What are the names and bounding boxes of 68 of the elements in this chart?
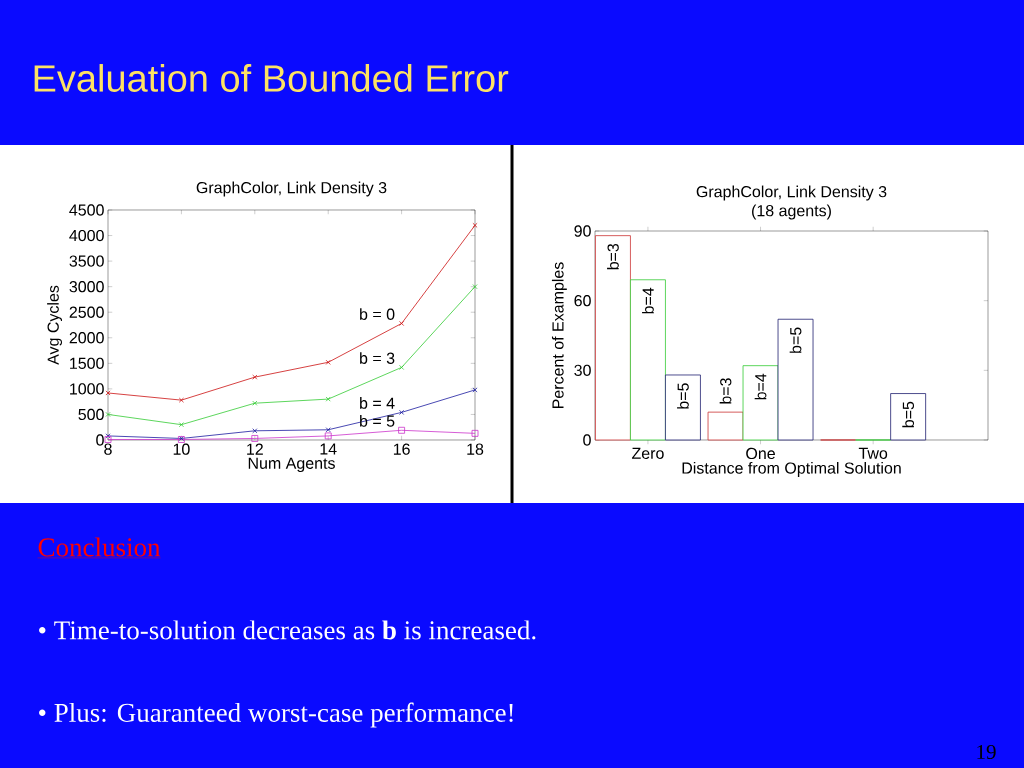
text: 19 bbox=[977, 744, 996, 760]
text: Conclusion bbox=[38, 537, 161, 557]
point bbox=[105, 411, 111, 417]
y-tick-label: 0 bbox=[583, 434, 591, 446]
series-label: b=5 bbox=[677, 383, 689, 409]
x-tick-label: 8 bbox=[104, 443, 112, 455]
y-tick-label: 3500 bbox=[69, 255, 104, 267]
y-tick-label: 3000 bbox=[69, 281, 104, 293]
point bbox=[251, 435, 259, 442]
point bbox=[104, 436, 112, 443]
y-tick-label: 0 bbox=[96, 434, 104, 446]
x-tick-label: 10 bbox=[173, 443, 190, 455]
point bbox=[399, 409, 405, 415]
series-label: b = 0 bbox=[360, 308, 395, 320]
point bbox=[471, 429, 479, 437]
chart-subtitle: (18 agents) bbox=[752, 204, 831, 220]
point bbox=[472, 222, 478, 228]
point bbox=[399, 364, 405, 370]
y-axis-title: Avg Cycles bbox=[47, 285, 63, 365]
point bbox=[324, 432, 332, 440]
point bbox=[178, 422, 184, 428]
y-axis-title: Percent of Examples bbox=[551, 262, 567, 408]
y-tick-label: 60 bbox=[574, 295, 591, 307]
x-tick-label: 14 bbox=[320, 443, 337, 455]
point bbox=[252, 374, 258, 380]
text: b=3 bbox=[719, 378, 732, 404]
point bbox=[399, 320, 405, 326]
series-label: b=4 bbox=[642, 287, 654, 314]
y-tick-label: 1000 bbox=[70, 383, 104, 395]
point bbox=[472, 284, 478, 290]
series-label: b = 4 bbox=[360, 397, 395, 409]
y-tick-label: 4500 bbox=[69, 204, 104, 216]
y-tick-label: 2000 bbox=[69, 332, 104, 344]
y-tick-label: 4000 bbox=[69, 229, 104, 242]
x-axis-title: Num Agents bbox=[248, 457, 335, 473]
chart-title: GraphColor, Link Density 3 bbox=[196, 181, 387, 197]
x-tick-label: Two bbox=[858, 447, 888, 459]
text: b=4 bbox=[754, 373, 767, 400]
point bbox=[325, 359, 331, 365]
y-tick-label: 2500 bbox=[69, 306, 104, 318]
x-tick-label: 12 bbox=[247, 443, 263, 455]
y-tick-label: 500 bbox=[78, 408, 104, 421]
point bbox=[398, 426, 406, 434]
x-tick-label: Zero bbox=[631, 447, 664, 459]
point bbox=[472, 387, 478, 393]
x-axis-title: Distance from Optimal Solution bbox=[682, 461, 901, 477]
chart-title: GraphColor, Link Density 3 bbox=[696, 185, 887, 201]
series-label: b = 5 bbox=[360, 415, 395, 427]
text: • Plus: Guaranteed worst-case performance! bbox=[39, 702, 513, 728]
point bbox=[252, 428, 258, 434]
y-tick-label: 30 bbox=[574, 364, 591, 376]
text: b=5 bbox=[789, 327, 802, 353]
point bbox=[105, 433, 111, 439]
text: b=5 bbox=[902, 401, 915, 428]
text: Evaluation of Bounded Error bbox=[34, 64, 509, 92]
bar bbox=[890, 393, 927, 441]
point bbox=[252, 400, 258, 406]
point bbox=[325, 396, 331, 402]
point bbox=[178, 397, 184, 403]
x-tick-label: One bbox=[746, 447, 775, 460]
text: • Time-to-solution decreases as b is increased. bbox=[39, 620, 536, 640]
series-label: b = 3 bbox=[360, 352, 395, 364]
y-tick-label: 1500 bbox=[70, 357, 104, 369]
x-tick-label: 16 bbox=[393, 443, 410, 455]
series-label: b=3 bbox=[607, 243, 619, 270]
y-tick-label: 90 bbox=[574, 225, 591, 237]
point bbox=[325, 427, 331, 433]
x-tick-label: 18 bbox=[467, 443, 484, 455]
